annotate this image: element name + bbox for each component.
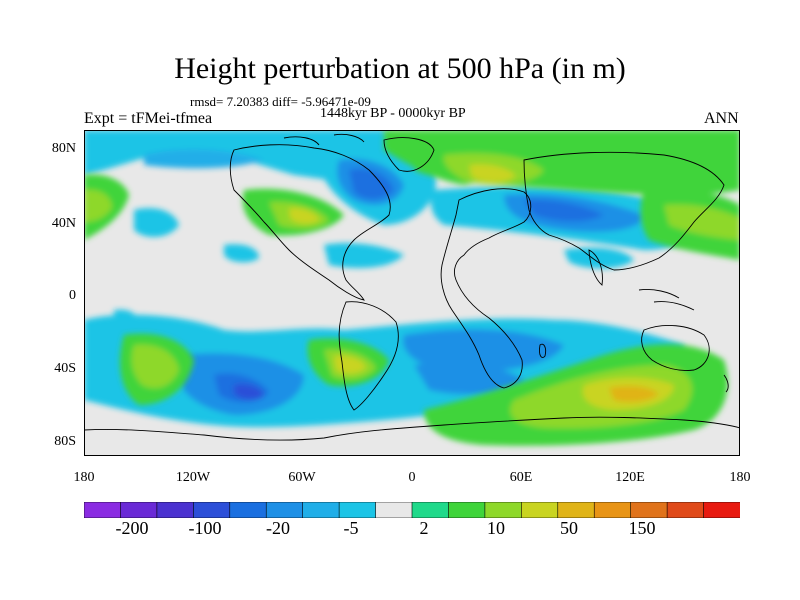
colorbar-swatch (484, 502, 523, 518)
colorbar-swatch (193, 502, 231, 518)
colorbar-label: -100 (188, 518, 222, 538)
lon-tick-180e: 180 (729, 470, 751, 485)
lon-tick-120w: 120W (175, 470, 211, 485)
lon-tick-0: 0 (408, 470, 416, 485)
experiment-label: Expt = tFMei-tfmea (84, 110, 213, 127)
contour-map (84, 130, 740, 456)
colorbar-swatch (156, 502, 195, 518)
colorbar-swatch (411, 502, 450, 518)
rmsd-diff-stats: rmsd= 7.20383 diff= -5.96471e-09 (190, 94, 371, 109)
negative-anomaly-fields (84, 130, 692, 428)
chart-title: Height perturbation at 500 hPa (in m) (174, 52, 626, 85)
lon-tick-120e: 120E (615, 470, 645, 485)
colorbar-label: 2 (419, 518, 429, 538)
coastlines (84, 133, 740, 441)
lat-tick-80s: 80S (54, 434, 76, 449)
colorbar-swatch (630, 502, 668, 518)
colorbar-swatch (448, 502, 486, 518)
lat-tick-40s: 40S (54, 361, 76, 376)
colorbar-swatch (557, 502, 596, 518)
colorbar-label: -200 (115, 518, 149, 538)
colorbar-swatch (593, 502, 632, 518)
colorbar-swatch (120, 502, 158, 518)
lon-tick-60e: 60E (509, 470, 533, 485)
colorbar-swatch (375, 502, 413, 518)
lat-tick-40n: 40N (51, 216, 76, 231)
lat-tick-80n: 80N (51, 141, 76, 156)
map-frame (84, 130, 740, 456)
colorbar-label: 10 (487, 518, 505, 538)
colorbar-swatch (703, 502, 740, 518)
colorbar-swatch (666, 502, 705, 518)
colorbar-swatch (229, 502, 268, 518)
colorbar-swatch (265, 502, 304, 518)
colorbar-swatch (84, 502, 122, 518)
lon-tick-180w: 180 (73, 470, 95, 485)
colorbar-label: 50 (560, 518, 578, 538)
colorbar-label: 150 (628, 518, 656, 538)
colorbar-label: -5 (343, 518, 359, 538)
colorbar-label: -20 (266, 518, 290, 538)
time-period: 1448kyr BP - 0000kyr BP (320, 106, 466, 121)
colorbar-swatch (302, 502, 340, 518)
colorbar-swatch (338, 502, 377, 518)
colorbar-swatch (521, 502, 559, 518)
lon-tick-60w: 60W (288, 470, 316, 485)
colorbar (84, 502, 740, 518)
positive-anomaly-fields (84, 130, 740, 446)
season-label: ANN (704, 110, 739, 127)
lat-tick-0: 0 (69, 288, 76, 303)
